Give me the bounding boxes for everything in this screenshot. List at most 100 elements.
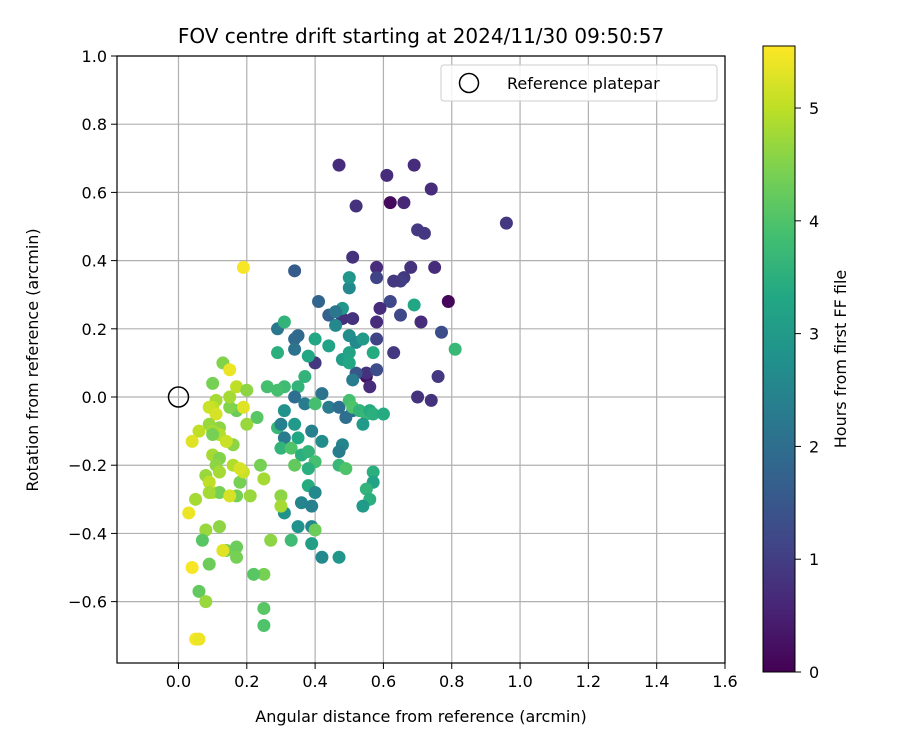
data-point (305, 424, 319, 438)
data-point (370, 260, 384, 274)
colorbar-tick-label: 5 (809, 99, 819, 118)
data-point (359, 366, 373, 380)
data-point (274, 441, 288, 455)
y-tick-label: 0.6 (82, 183, 107, 202)
colorbar-tick-label: 0 (809, 663, 819, 682)
data-point (250, 410, 264, 424)
x-tick-label: 0.8 (439, 672, 464, 691)
data-point (315, 550, 329, 564)
x-tick-label: 1.0 (507, 672, 532, 691)
data-point (233, 475, 247, 489)
y-axis-label: Rotation from reference (arcmin) (23, 228, 42, 491)
data-point (342, 356, 356, 370)
colorbar-tick-label: 2 (809, 437, 819, 456)
data-point (370, 315, 384, 329)
data-point (202, 475, 216, 489)
data-point (288, 390, 302, 404)
data-point (346, 373, 360, 387)
data-point (441, 295, 455, 309)
x-tick-label: 0.6 (371, 672, 396, 691)
data-point (342, 346, 356, 360)
data-point (240, 383, 254, 397)
x-tick-label: 0.0 (166, 672, 191, 691)
data-point (329, 318, 343, 332)
data-point (257, 472, 271, 486)
data-point (397, 196, 411, 210)
colorbar-tick-label: 3 (809, 325, 819, 344)
data-point (322, 400, 336, 414)
data-point (376, 407, 390, 421)
data-point (288, 264, 302, 278)
legend-marker-icon (458, 72, 480, 94)
data-point (383, 196, 397, 210)
legend-label: Reference platepar (507, 74, 660, 93)
colorbar-ticks: 0 1 2 3 4 5 (795, 99, 819, 682)
reference-platepar-marker (167, 386, 190, 408)
data-point (349, 199, 363, 213)
data-point (230, 550, 244, 564)
data-point (373, 301, 387, 315)
data-point (332, 158, 346, 172)
data-point (189, 492, 203, 506)
data-point (291, 520, 305, 534)
colorbar-tick-label: 1 (809, 550, 819, 569)
data-point (257, 601, 271, 615)
data-point (219, 434, 233, 448)
data-point (288, 342, 302, 356)
data-point (206, 376, 220, 390)
x-tick-label: 0.2 (234, 672, 259, 691)
colorbar-tick-label: 4 (809, 212, 819, 231)
data-point (308, 523, 322, 537)
data-point (359, 482, 373, 496)
data-point (315, 434, 329, 448)
data-point (315, 387, 329, 401)
data-point (414, 315, 428, 329)
y-ticks: 1.0 0.8 0.6 0.4 0.2 0.0 −0.2 −0.4 −0.6 (68, 47, 117, 612)
y-tick-label: 0.2 (82, 320, 107, 339)
data-point (366, 465, 380, 479)
data-point (230, 540, 244, 554)
data-point (223, 390, 237, 404)
data-point (199, 595, 213, 609)
data-point (301, 349, 315, 363)
data-point (301, 462, 315, 476)
legend-box (440, 64, 718, 102)
data-point (417, 226, 431, 240)
plot-frame (116, 55, 726, 664)
data-point (342, 271, 356, 285)
data-point (411, 390, 425, 404)
data-point (356, 499, 370, 513)
data-point (301, 445, 315, 459)
data-point (243, 489, 257, 503)
data-point (407, 158, 421, 172)
data-point (291, 380, 305, 394)
data-point (380, 168, 394, 182)
data-point (230, 380, 244, 394)
data-point (291, 431, 305, 445)
x-tick-label: 0.4 (302, 672, 327, 691)
data-point (277, 315, 291, 329)
colorbar: 0 1 2 3 4 5 Hours from first FF file (762, 45, 850, 682)
grid (117, 55, 726, 663)
data-point (308, 485, 322, 499)
data-point (202, 557, 216, 571)
data-point (209, 407, 223, 421)
data-point (448, 342, 462, 356)
data-point (332, 445, 346, 459)
data-point (192, 632, 206, 646)
data-point (312, 295, 326, 309)
data-point (195, 533, 209, 547)
x-tick-label: 1.4 (644, 672, 669, 691)
x-tick-label: 1.2 (576, 672, 601, 691)
data-point (274, 489, 288, 503)
colorbar-label: Hours from first FF file (831, 270, 850, 449)
x-tick-label: 1.6 (712, 672, 737, 691)
data-point (247, 567, 261, 581)
data-point (329, 305, 343, 319)
data-point (206, 428, 220, 442)
data-point (240, 417, 254, 431)
data-point (407, 298, 421, 312)
data-point (257, 567, 271, 581)
data-point (339, 462, 353, 476)
